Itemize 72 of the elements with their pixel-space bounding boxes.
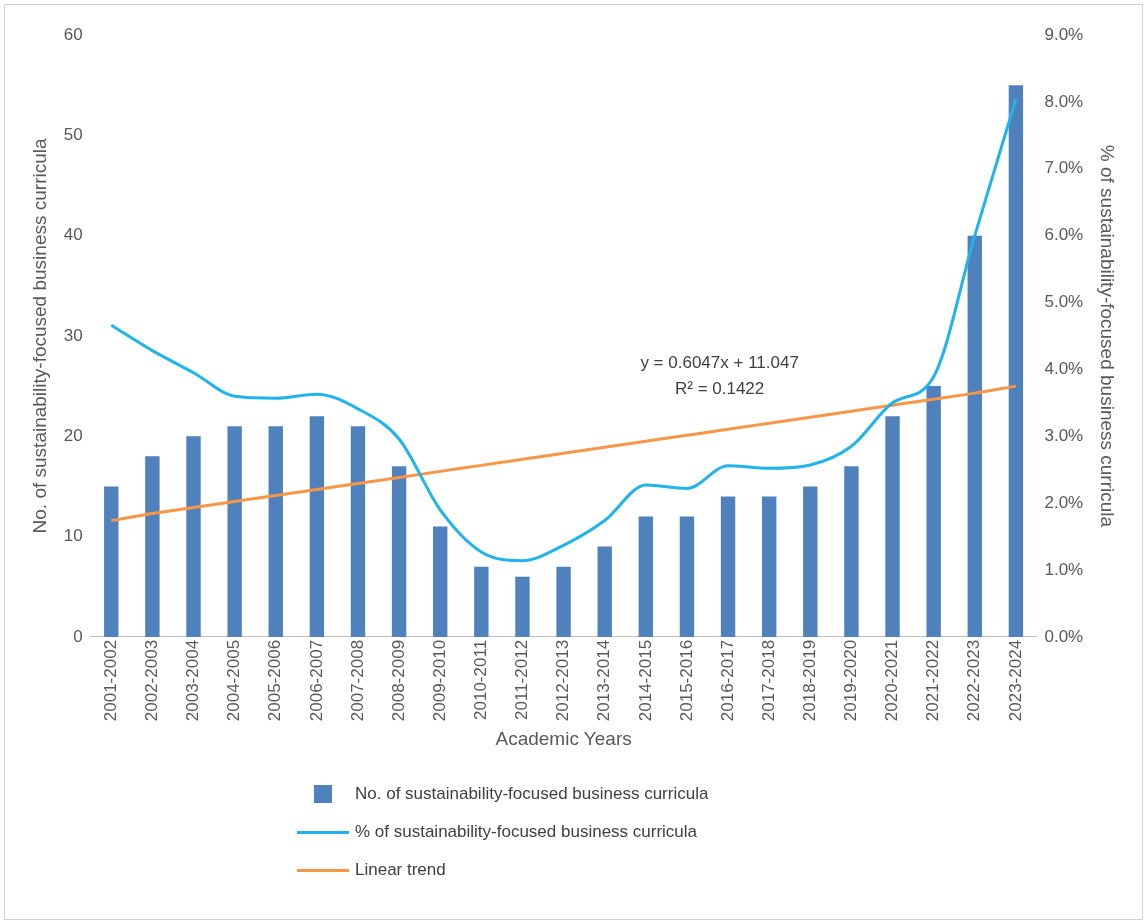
bar — [227, 426, 242, 637]
y2-tick-label: 7.0% — [1044, 158, 1084, 178]
bar — [145, 456, 160, 637]
x-tick-label: 2023-2024 — [1005, 639, 1025, 722]
line-series — [109, 97, 1018, 563]
x-tick-label: 2003-2004 — [183, 639, 203, 722]
bar — [761, 496, 777, 637]
bar — [391, 466, 407, 637]
y2-tick-label: 3.0% — [1044, 425, 1084, 445]
x-tick-label: 2008-2009 — [388, 639, 408, 722]
y-tick-label: 10 — [63, 526, 83, 546]
legend-label: No. of sustainability-focused business curricula — [355, 784, 709, 804]
y2-tick-label: 2.0% — [1044, 492, 1084, 512]
y-tick-label: 0 — [73, 626, 83, 646]
legend-label: % of sustainability-focused business curricula — [355, 822, 698, 842]
x-tick-label: 2005-2006 — [265, 639, 285, 722]
bar — [720, 496, 736, 637]
y-tick-label: 60 — [63, 24, 83, 44]
bar — [309, 416, 325, 637]
bar — [679, 516, 695, 637]
x-tick-label: 2002-2003 — [142, 639, 162, 722]
y2-tick-label: 0.0% — [1044, 626, 1084, 646]
bar — [515, 576, 530, 637]
bar — [1008, 85, 1024, 637]
x-tick-label: 2019-2020 — [841, 639, 861, 722]
x-tick-label: 2001-2002 — [100, 639, 120, 722]
x-tick-label: 2013-2014 — [594, 639, 614, 722]
y2-tick-label: 1.0% — [1044, 559, 1084, 579]
bar — [474, 566, 489, 637]
annotation: y = 0.6047x + 11.047 — [640, 352, 799, 372]
legend-label: Linear trend — [355, 860, 446, 880]
bar — [885, 416, 900, 637]
x-tick-label: 2014-2015 — [635, 639, 655, 722]
x-axis-title: Academic Years — [495, 727, 632, 749]
y-tick-label: 50 — [63, 125, 83, 144]
bar — [186, 436, 201, 637]
bar — [104, 486, 119, 637]
x-tick-label: 2011-2012 — [512, 639, 532, 720]
bar — [350, 426, 366, 637]
bar — [844, 466, 859, 637]
x-tick-label: 2004-2005 — [224, 639, 244, 722]
x-tick-label: 2017-2018 — [758, 639, 778, 722]
x-tick-label: 2021-2022 — [923, 639, 943, 722]
x-tick-label: 2006-2007 — [306, 639, 326, 722]
x-tick-label: 2016-2017 — [717, 639, 737, 722]
y2-tick-label: 4.0% — [1044, 359, 1084, 379]
x-tick-label: 2015-2016 — [676, 639, 696, 722]
x-tick-label: 2022-2023 — [964, 639, 984, 722]
bar — [268, 426, 283, 637]
bar — [967, 235, 982, 637]
x-tick-label: 2018-2019 — [799, 639, 819, 722]
bar — [926, 386, 941, 637]
y-axis-title: No. of sustainability-focused business curricula — [28, 138, 50, 534]
bar — [597, 546, 612, 637]
y2-tick-label: 5.0% — [1044, 292, 1084, 312]
y2-tick-label: 6.0% — [1044, 225, 1084, 245]
x-tick-label: 2007-2008 — [347, 639, 367, 722]
bar — [556, 566, 571, 637]
bar — [638, 516, 654, 637]
y2-axis-title: % of sustainability-focused business curricula — [1097, 144, 1119, 528]
x-tick-label: 2020-2021 — [882, 639, 902, 722]
y-tick-label: 20 — [63, 425, 83, 445]
bar — [433, 526, 448, 637]
annotation: R² = 0.1422 — [674, 378, 765, 398]
y-tick-label: 40 — [63, 225, 83, 245]
bar — [803, 486, 818, 637]
x-tick-label: 2012-2013 — [553, 639, 573, 722]
y2-tick-label: 9.0% — [1044, 24, 1084, 44]
y-tick-label: 30 — [63, 325, 83, 345]
x-tick-label: 2010-2011 — [471, 639, 491, 720]
y2-tick-label: 8.0% — [1044, 91, 1084, 111]
x-tick-label: 2009-2010 — [429, 639, 449, 722]
